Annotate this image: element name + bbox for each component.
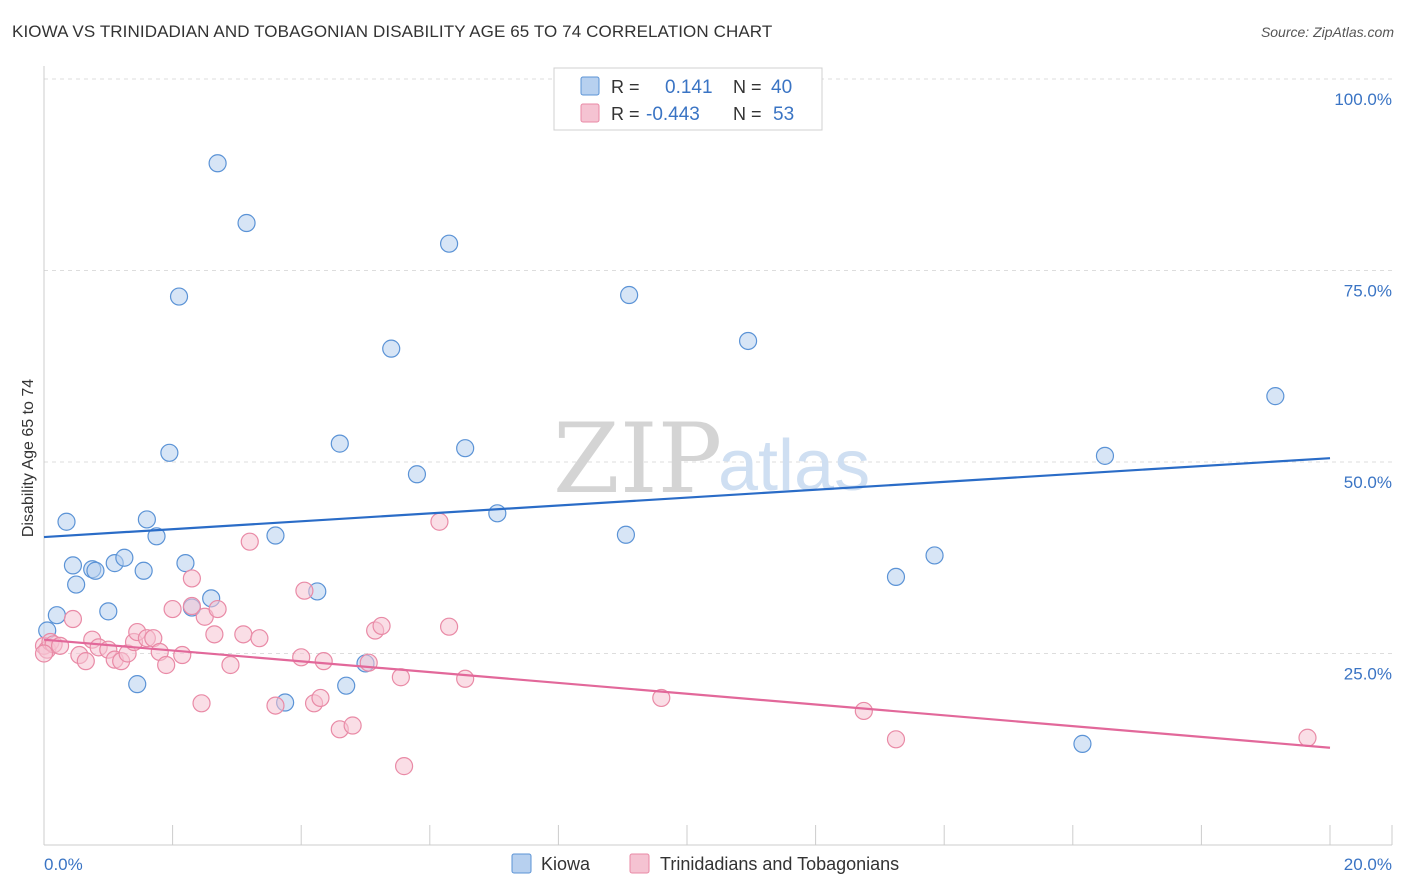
series-legend: Kiowa Trinidadians and Tobagonians xyxy=(511,853,899,874)
point-kiowa xyxy=(176,554,195,573)
point-trinidadians xyxy=(250,629,269,648)
point-kiowa xyxy=(237,213,256,233)
legend-r-value-kiowa: 0.141 xyxy=(665,77,713,98)
point-kiowa xyxy=(137,510,156,529)
point-kiowa xyxy=(208,154,227,173)
series-legend-label-kiowa: Kiowa xyxy=(541,854,591,874)
point-kiowa xyxy=(99,602,118,621)
point-kiowa xyxy=(925,546,944,565)
point-kiowa xyxy=(1073,734,1092,753)
point-trinidadians xyxy=(173,645,192,665)
point-kiowa xyxy=(439,234,459,253)
point-trinidadians xyxy=(182,569,201,588)
source-label: Source: ZipAtlas.com xyxy=(1260,24,1394,40)
legend-n-label-trinidadians: N = xyxy=(733,104,762,124)
y-tick-label: 25.0% xyxy=(1344,665,1392,684)
point-trinidadians xyxy=(343,716,362,735)
y-axis-label: Disability Age 65 to 74 xyxy=(20,379,37,537)
point-trinidadians xyxy=(292,648,311,667)
point-kiowa xyxy=(266,526,285,545)
y-tick-label: 100.0% xyxy=(1334,90,1392,109)
point-trinidadians xyxy=(372,616,391,636)
point-trinidadians xyxy=(76,652,95,671)
point-kiowa xyxy=(616,525,636,544)
point-kiowa xyxy=(620,285,639,305)
tick-labels: 100.0% 75.0% 50.0% 25.0% 0.0% 20.0% xyxy=(44,90,1392,874)
legend-r-label-trinidadians: R = xyxy=(611,104,640,124)
axes xyxy=(43,66,1393,846)
y-tick-label: 50.0% xyxy=(1344,473,1392,492)
point-trinidadians xyxy=(430,512,449,531)
grid-lines xyxy=(44,78,1392,654)
point-kiowa xyxy=(169,287,189,306)
legend-swatch-kiowa xyxy=(580,76,600,96)
point-kiowa xyxy=(738,331,758,351)
trend-lines xyxy=(43,457,1331,749)
point-trinidadians xyxy=(394,757,414,776)
point-trinidadians xyxy=(34,644,54,663)
point-kiowa xyxy=(128,675,147,694)
point-trinidadians xyxy=(182,596,201,616)
point-trinidadians xyxy=(208,599,227,619)
series-legend-label-trinidadians: Trinidadians and Tobagonians xyxy=(660,854,899,874)
point-kiowa xyxy=(147,527,166,546)
point-kiowa xyxy=(57,512,76,531)
point-trinidadians xyxy=(886,730,906,749)
legend-n-value-trinidadians: 53 xyxy=(773,104,794,125)
point-trinidadians xyxy=(854,701,873,721)
watermark: ZIP atlas xyxy=(553,403,870,515)
point-kiowa xyxy=(488,504,507,523)
point-kiowa xyxy=(1095,446,1115,465)
point-kiowa xyxy=(47,606,66,625)
point-kiowa xyxy=(337,676,356,695)
point-trinidadians xyxy=(240,532,259,551)
point-kiowa xyxy=(160,443,179,462)
point-kiowa xyxy=(134,561,153,580)
legend-swatch-trinidadians xyxy=(580,103,600,123)
watermark-zip: ZIP xyxy=(553,403,722,515)
point-kiowa xyxy=(115,548,134,567)
legend-n-value-kiowa: 40 xyxy=(771,77,792,98)
chart-title: KIOWA VS TRINIDADIAN AND TOBAGONIAN DISA… xyxy=(12,22,773,41)
legend-r-value-trinidadians: -0.443 xyxy=(646,104,700,125)
x-tick-label-min: 0.0% xyxy=(44,855,83,874)
point-trinidadians xyxy=(63,609,83,629)
trend-line-kiowa xyxy=(43,457,1331,539)
point-trinidadians xyxy=(1298,728,1317,747)
point-trinidadians xyxy=(234,625,253,644)
series-legend-swatch-trinidadians xyxy=(629,853,650,874)
point-kiowa xyxy=(382,339,401,358)
point-kiowa xyxy=(886,567,906,587)
point-trinidadians xyxy=(439,617,459,636)
point-trinidadians xyxy=(192,694,211,713)
point-trinidadians xyxy=(311,688,330,708)
point-kiowa xyxy=(1266,387,1285,406)
point-trinidadians xyxy=(295,581,314,600)
point-trinidadians xyxy=(359,653,378,672)
point-trinidadians xyxy=(391,668,410,687)
point-trinidadians xyxy=(456,669,475,688)
legend-n-label-kiowa: N = xyxy=(733,77,762,97)
point-kiowa xyxy=(407,465,427,484)
legend-r-label-kiowa: R = xyxy=(611,77,640,97)
y-tick-label: 75.0% xyxy=(1344,282,1392,301)
trend-line-trinidadians xyxy=(43,638,1331,749)
watermark-atlas: atlas xyxy=(718,426,870,506)
series-legend-swatch-kiowa xyxy=(511,853,532,874)
point-trinidadians xyxy=(163,599,182,619)
point-trinidadians xyxy=(157,655,176,675)
point-trinidadians xyxy=(314,652,333,671)
stats-legend: R = 0.141 N = 40 R = -0.443 N = 53 xyxy=(553,67,823,131)
point-kiowa xyxy=(86,561,105,580)
point-kiowa xyxy=(330,434,349,453)
point-trinidadians xyxy=(266,696,285,715)
point-trinidadians xyxy=(221,655,240,675)
point-kiowa xyxy=(456,439,475,458)
point-kiowa xyxy=(63,556,83,575)
x-tick-label-max: 20.0% xyxy=(1344,855,1392,874)
point-trinidadians xyxy=(205,625,224,644)
point-trinidadians xyxy=(652,688,671,708)
point-kiowa xyxy=(67,575,86,594)
